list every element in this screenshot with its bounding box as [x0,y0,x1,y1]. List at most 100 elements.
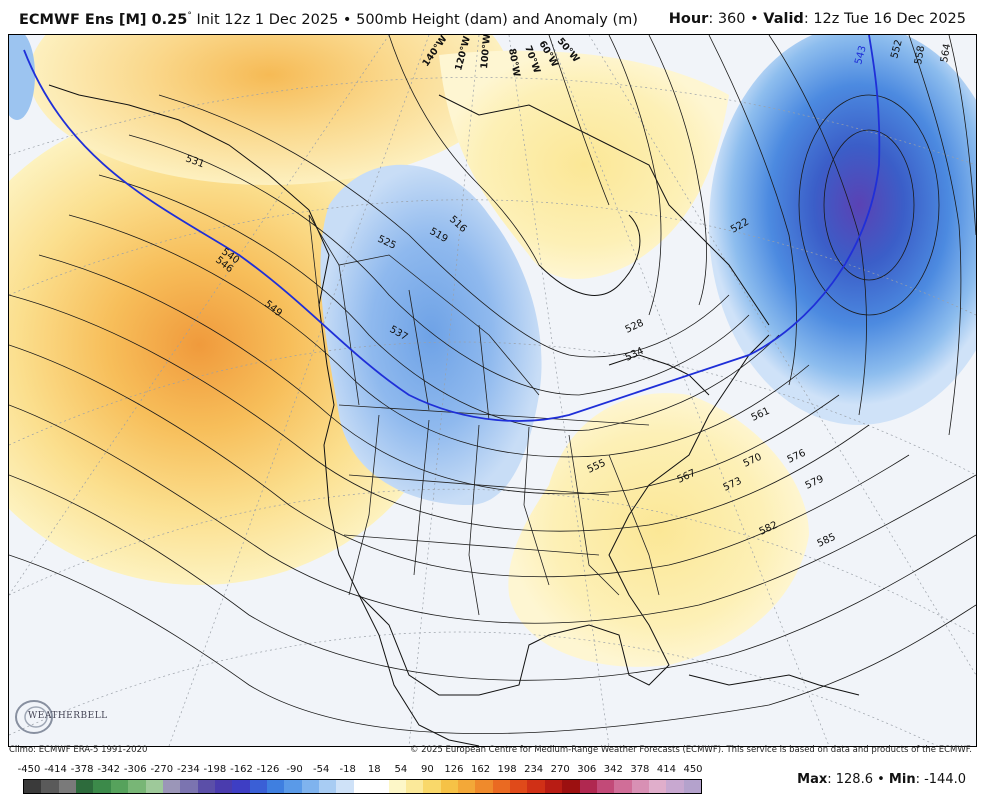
colorbar-tick-label: -234 [177,764,200,775]
colorbar-swatch [180,780,198,793]
colorbar-swatch [527,780,545,793]
colorbar-swatch [423,780,441,793]
colorbar-swatch [145,780,163,793]
meridian-label: 80°W [506,48,522,78]
colorbar-tick-label: 198 [497,764,517,775]
min-label: Min [888,772,916,787]
state-borders [308,214,660,616]
colorbar-swatch [93,780,111,793]
degree-sign: ° [187,11,192,21]
colorbar-swatch [510,780,528,793]
colorbar-tick-label: 306 [577,764,597,775]
valid-label: Valid [763,11,804,27]
colorbar-swatch [579,780,597,793]
title: ECMWF Ens [M] 0.25° Init 12z 1 Dec 2025 … [19,11,638,28]
colorbar-swatch [562,780,580,793]
colorbar-swatch [648,780,667,793]
contour-label: 576 [786,448,808,466]
valid-time: Hour: 360 • Valid: 12z Tue 16 Dec 2025 [669,11,966,27]
colorbar-tick-label: 90 [421,764,434,775]
contour-label: 552 [889,38,905,59]
colorbar-swatch [440,780,458,793]
weatherbell-logo: WEATHERBELL [12,697,122,737]
contour-label: 579 [804,474,826,492]
colorbar-swatch [666,780,684,793]
colorbar-swatch [336,780,354,793]
colorbar-swatch [128,780,146,793]
colorbar-swatch [301,780,320,793]
colorbar-tick-label: -126 [256,764,280,775]
map-svg: 531 540 546 549 525 519 516 537 528 534 … [9,35,976,746]
colorbar-swatch [683,780,702,793]
colorbar-tick-label: 270 [550,764,570,775]
contour-label: 528 [624,318,646,336]
colorbar-tick-label: 18 [367,764,381,775]
min-value: : -144.0 [915,772,966,787]
colorbar-tick-label: -378 [70,764,94,775]
graticule [9,35,976,746]
contour-label: 585 [816,532,838,550]
colorbar-tick-label: -198 [203,764,227,775]
meridian-label: 100°W [479,35,493,69]
colorbar-tick-label: -270 [150,764,174,775]
colorbar-tick-label: 342 [603,764,623,775]
max-value: : 128.6 • [827,772,889,787]
coastlines [48,84,860,746]
colorbar-swatch [596,780,615,793]
colorbar-swatch [353,780,372,793]
contour-540-line [23,35,881,422]
max-label: Max [797,772,828,787]
valid-value: : 12z Tue 16 Dec 2025 [803,11,966,27]
anomaly-shading [9,35,976,667]
colorbar-swatch [197,780,215,793]
logo-text: WEATHERBELL [28,711,108,721]
colorbar-tick-label: -414 [44,764,67,775]
colorbar-tick-label: -54 [312,764,330,775]
map-panel: 531 540 546 549 525 519 516 537 528 534 … [8,34,977,747]
colorbar-swatch [110,780,129,793]
colorbar-tick-label: 450 [683,764,703,775]
colorbar [23,779,702,794]
colorbar-swatch [319,780,337,793]
contour-label: 561 [750,406,772,424]
colorbar-tick-label: 414 [656,764,676,775]
colorbar-swatch [388,780,406,793]
max-min-readout: Max: 128.6 • Min: -144.0 [797,772,966,787]
colorbar-tick-label: -306 [123,764,147,775]
colorbar-swatch [58,780,77,793]
header: ECMWF Ens [M] 0.25° Init 12z 1 Dec 2025 … [0,0,984,34]
colorbar-swatch [457,780,476,793]
colorbar-labels: -450 -414 -378 -342 -306 -270 -234 -198 -162 -126… [0,764,720,778]
climo-credit: Climo: ECMWF ERA-5 1991-2020 [9,745,148,755]
colorbar-swatch [475,780,493,793]
colorbar-tick-label: -162 [230,764,253,775]
model-name: ECMWF Ens [M] 0.25 [19,11,188,28]
colorbar-swatch [249,780,268,793]
hour-label: Hour [668,11,709,27]
colorbar-swatch [24,780,42,793]
colorbar-tick-label: 54 [394,764,408,775]
contour-label: 564 [939,43,953,64]
colorbar-swatch [544,780,563,793]
colorbar-swatch [371,780,389,793]
colorbar-swatch [162,780,181,793]
colorbar-swatch [267,780,285,793]
colorbar-swatch [614,780,632,793]
colorbar-tick-label: -90 [286,764,303,775]
colorbar-tick-label: -450 [17,764,41,775]
colorbar-swatch [631,780,649,793]
init-text: Init 12z 1 Dec 2025 • 500mb Height (dam)… [196,11,638,28]
colorbar-swatch [41,780,59,793]
copyright-credit: © 2025 European Centre for Medium-Range … [409,745,972,755]
colorbar-tick-label: -18 [339,764,356,775]
colorbar-swatch [284,780,302,793]
colorbar-tick-label: 234 [524,764,544,775]
colorbar-swatch [232,780,250,793]
hour-value: : 360 • [708,11,764,27]
swirl-icon [15,700,53,734]
colorbar-tick-label: 162 [470,764,491,775]
colorbar-tick-label: -342 [97,764,121,775]
colorbar-tick-label: 126 [444,764,464,775]
colorbar-swatch [405,780,424,793]
height-contours [9,35,976,735]
